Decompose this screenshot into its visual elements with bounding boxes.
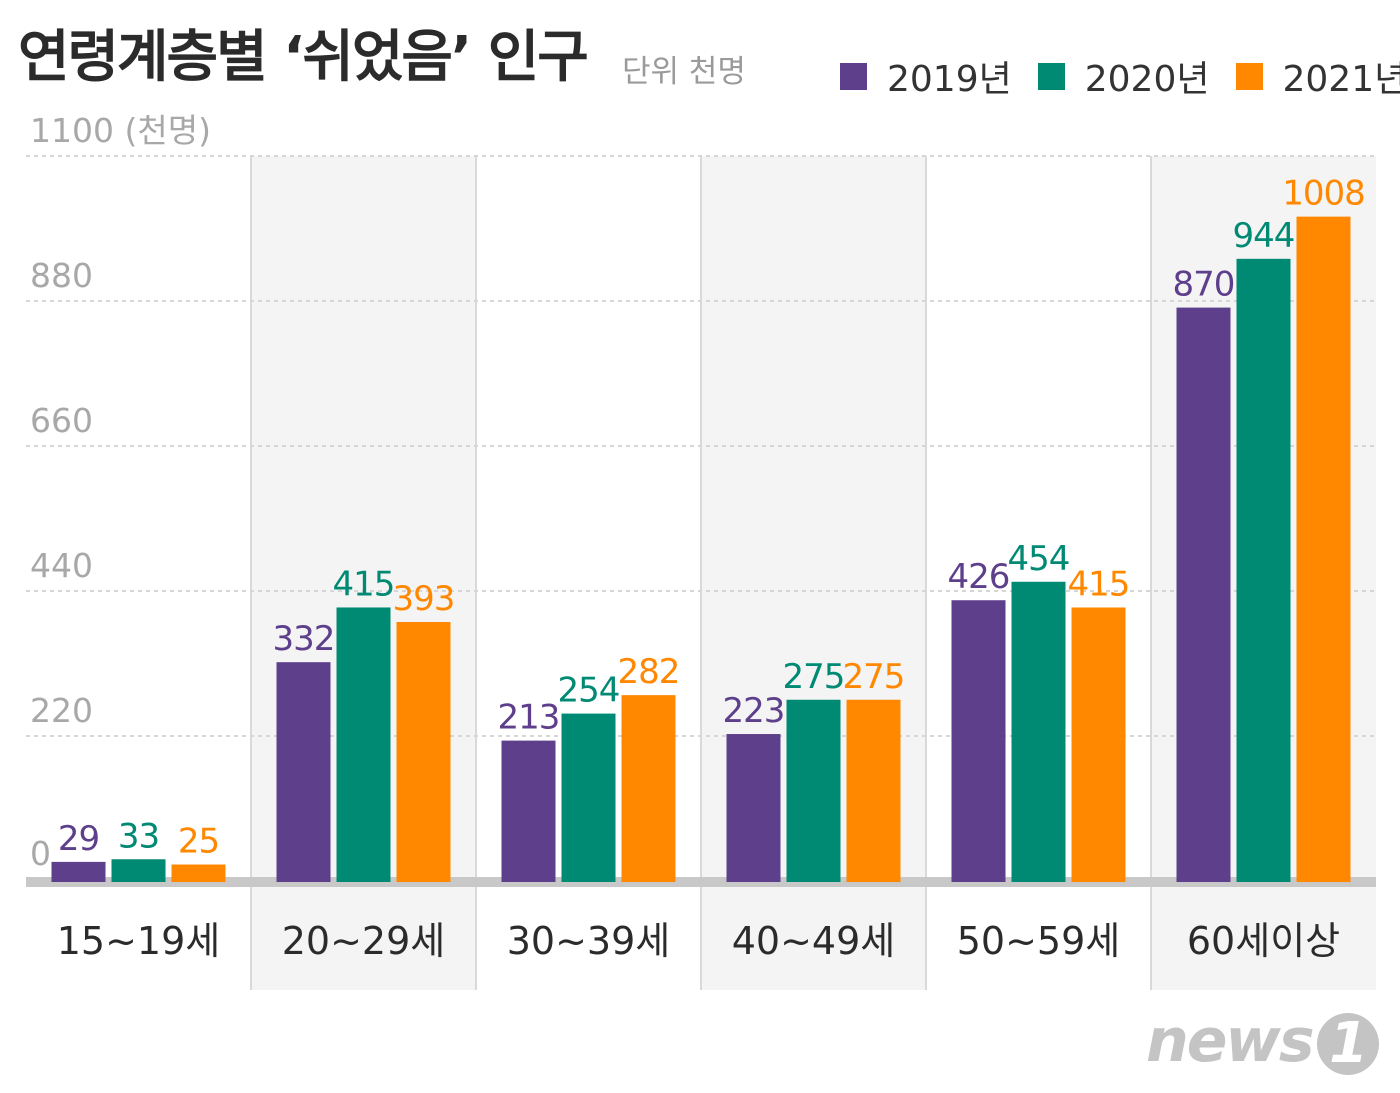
x-tick-label: 30~39세	[507, 919, 671, 963]
bar-2020	[336, 607, 391, 882]
data-label-2021: 25	[178, 822, 219, 862]
legend-swatch-2020	[1037, 62, 1065, 90]
bar-2019	[1176, 307, 1231, 882]
data-label-2019: 426	[948, 557, 1010, 597]
legend-item-2019: 2019년	[840, 50, 1012, 102]
bar-2020	[1011, 581, 1066, 882]
x-tick-label: 15~19세	[57, 919, 221, 963]
chart-title: 연령계층별 ‘쉬었음’ 인구	[18, 25, 589, 90]
data-label-2020: 275	[783, 657, 845, 697]
x-tick-label: 50~59세	[957, 919, 1121, 963]
data-label-2019: 223	[723, 691, 785, 731]
bar-2021	[846, 699, 901, 882]
bar-2021	[621, 695, 676, 882]
legend-label-2021: 2021년	[1282, 59, 1400, 100]
bar-2020	[561, 713, 616, 882]
bar-2019	[951, 600, 1006, 882]
bar-2019	[51, 861, 106, 882]
bar-2020	[1236, 258, 1291, 882]
legend-item-2021: 2021년	[1235, 50, 1400, 102]
news1-logo: news 1	[1146, 1006, 1379, 1076]
bar-2021	[171, 864, 226, 882]
legend: 2019년 2020년 2021년	[840, 50, 1400, 102]
data-label-2019: 213	[498, 698, 560, 738]
data-label-2021: 275	[843, 657, 905, 697]
data-label-2020: 254	[558, 671, 620, 711]
bar-2021	[1296, 216, 1351, 883]
y-tick-label: 440	[30, 546, 93, 585]
data-label-2021: 282	[618, 652, 680, 692]
data-label-2020: 454	[1008, 539, 1070, 579]
data-label-2020: 415	[333, 564, 395, 604]
data-label-2019: 870	[1173, 265, 1235, 305]
y-tick-label: 1100 (천명)	[30, 111, 211, 150]
x-tick-label: 40~49세	[732, 919, 896, 963]
data-label-2019: 332	[273, 619, 335, 659]
bar-2019	[276, 662, 331, 882]
legend-swatch-2019	[840, 62, 867, 90]
bar-2020	[111, 859, 166, 882]
data-label-2021: 1008	[1282, 174, 1365, 214]
x-axis-baseline	[26, 877, 1376, 887]
y-tick-label: 660	[30, 401, 93, 440]
y-tick-label: 0	[30, 834, 51, 873]
legend-item-2020: 2020년	[1037, 50, 1210, 102]
data-label-2019: 29	[58, 819, 99, 859]
watermark-text: news	[1146, 1006, 1315, 1076]
data-label-2021: 393	[393, 579, 455, 619]
legend-label-2019: 2019년	[887, 59, 1012, 100]
bar-2019	[726, 734, 781, 882]
data-label-2020: 33	[118, 816, 159, 856]
bar-2021	[1071, 607, 1126, 882]
unit-label: 단위 천명	[622, 54, 746, 90]
legend-swatch-2021	[1235, 62, 1263, 90]
x-tick-label: 20~29세	[282, 919, 446, 963]
y-tick-label: 220	[30, 691, 93, 730]
y-tick-label: 880	[30, 256, 93, 295]
data-label-2020: 944	[1233, 216, 1295, 256]
data-label-2021: 415	[1068, 564, 1130, 604]
x-tick-label: 60세이상	[1187, 919, 1340, 963]
bar-2021	[396, 621, 451, 882]
bar-2020	[786, 699, 841, 882]
watermark-badge: 1	[1316, 1013, 1379, 1076]
bar-2019	[501, 740, 556, 882]
legend-label-2020: 2020년	[1084, 59, 1210, 100]
